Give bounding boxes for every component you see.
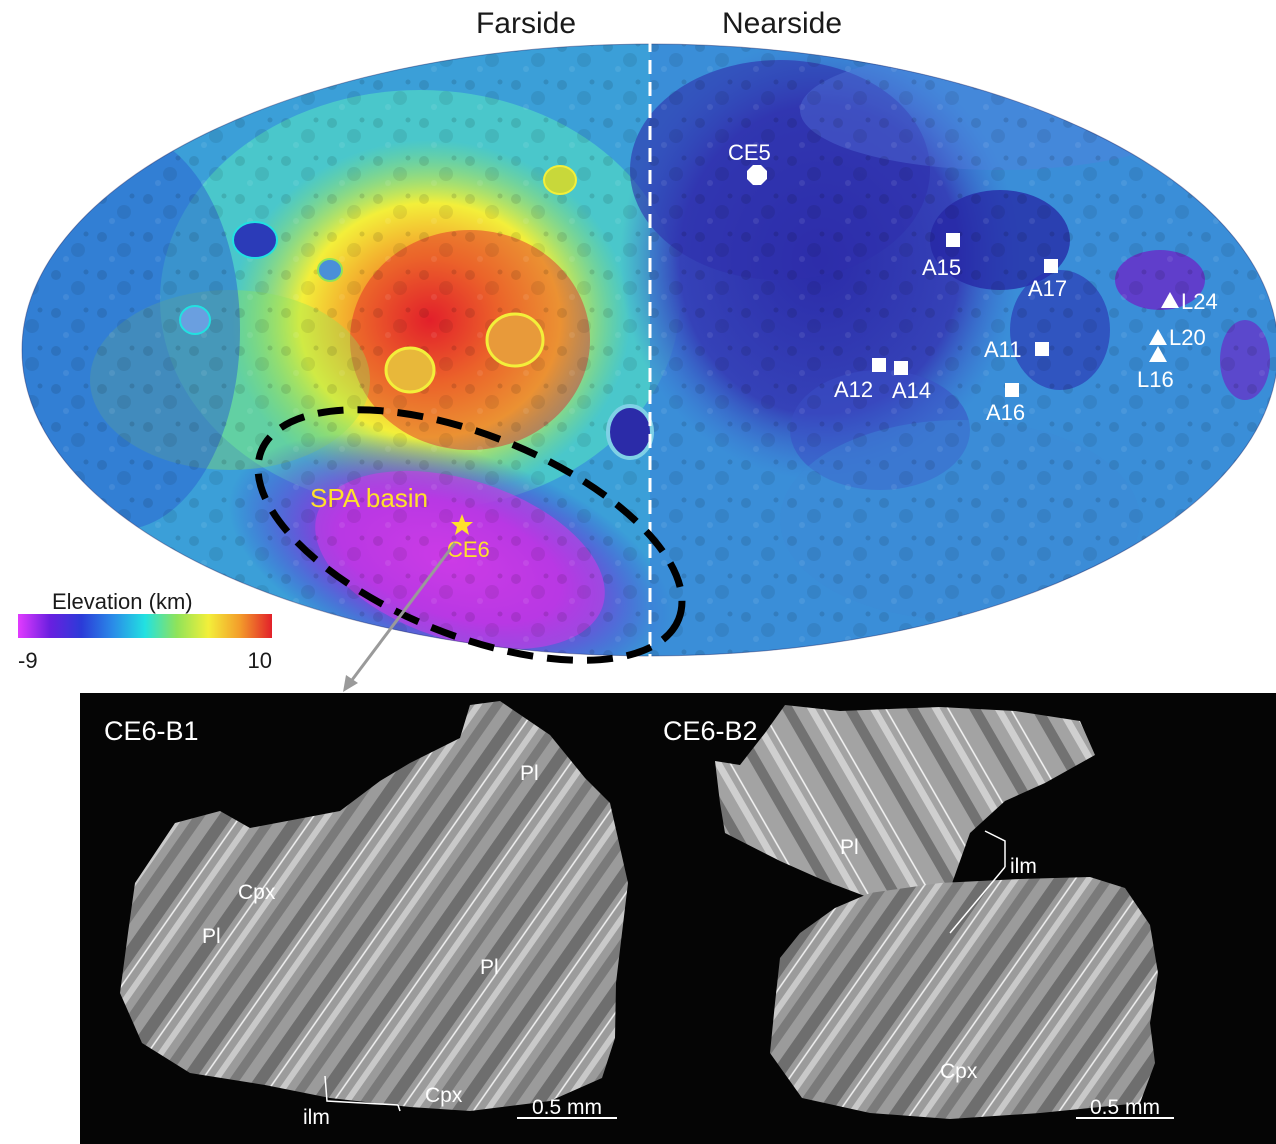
arrow-head-icon xyxy=(343,675,358,692)
a11-square-icon xyxy=(1035,342,1049,356)
ilm-leader-b1 xyxy=(324,1075,399,1106)
panel-title-b1: CE6-B1 xyxy=(104,716,199,746)
spa-basin-label: SPA basin xyxy=(310,483,428,513)
legend-colorbar xyxy=(18,614,272,638)
landing-site-markers xyxy=(747,165,1179,397)
panel-title-b2: CE6-B2 xyxy=(663,716,758,746)
site-label-a11: A11 xyxy=(984,337,1022,362)
ce6-label: CE6 xyxy=(447,537,490,562)
mineral-label: ilm xyxy=(303,1106,330,1129)
site-label-l24: L24 xyxy=(1181,289,1218,314)
scale-label-b2: 0.5 mm xyxy=(1090,1096,1160,1119)
site-label-a12: A12 xyxy=(834,377,873,402)
site-label-l20: L20 xyxy=(1169,325,1206,350)
legend-min-label: -9 xyxy=(18,648,38,673)
spa-basin-outline xyxy=(254,406,686,664)
l20-triangle-icon xyxy=(1149,329,1167,345)
nearside-label: Nearside xyxy=(722,7,842,40)
lunar-elevation-map: Farside Nearside CE5 A15 A17 A11 A12 A14… xyxy=(18,7,1276,692)
site-label-a15: A15 xyxy=(922,255,961,280)
mineral-label: ilm xyxy=(1010,855,1037,878)
ce6-b1-grain xyxy=(120,701,628,1111)
a16-square-icon xyxy=(1005,383,1019,397)
farside-label: Farside xyxy=(476,7,576,40)
site-label-a16: A16 xyxy=(986,400,1025,425)
site-label-l16: L16 xyxy=(1137,367,1174,392)
ce5-octagon-icon xyxy=(747,165,767,185)
mineral-label: Cpx xyxy=(425,1084,463,1107)
ilm-leader-b2b xyxy=(949,866,1006,934)
ilm-leader-b2 xyxy=(984,830,1006,867)
legend-title: Elevation (km) xyxy=(52,589,193,614)
l16-triangle-icon xyxy=(1149,346,1167,362)
mineral-label: Cpx xyxy=(940,1060,978,1083)
mineral-label: Pl xyxy=(480,956,499,979)
l24-triangle-icon xyxy=(1161,292,1179,308)
a15-square-icon xyxy=(946,233,960,247)
sample-images-panel: CE6-B1 CE6-B2 Pl Cpx Pl Pl Cpx ilm Pl il… xyxy=(80,693,1276,1144)
mineral-label: Pl xyxy=(840,836,859,859)
a17-square-icon xyxy=(1044,259,1058,273)
mineral-label: Cpx xyxy=(238,881,276,904)
mineral-label: Pl xyxy=(202,925,221,948)
a14-square-icon xyxy=(894,361,908,375)
mineral-label: Pl xyxy=(520,762,539,785)
ilm-leader-b1b xyxy=(397,1104,401,1112)
ce6-star-icon xyxy=(451,514,473,535)
ce6-to-sample-arrow xyxy=(350,542,457,681)
ce6-b2-lower-grain xyxy=(770,877,1158,1119)
site-label-a17: A17 xyxy=(1028,276,1067,301)
legend-max-label: 10 xyxy=(248,648,272,673)
site-label-a14: A14 xyxy=(892,378,931,403)
a12-square-icon xyxy=(872,358,886,372)
scale-label-b1: 0.5 mm xyxy=(532,1096,602,1119)
site-label-ce5: CE5 xyxy=(728,140,771,165)
ce6-b2-upper-grain xyxy=(715,705,1095,903)
